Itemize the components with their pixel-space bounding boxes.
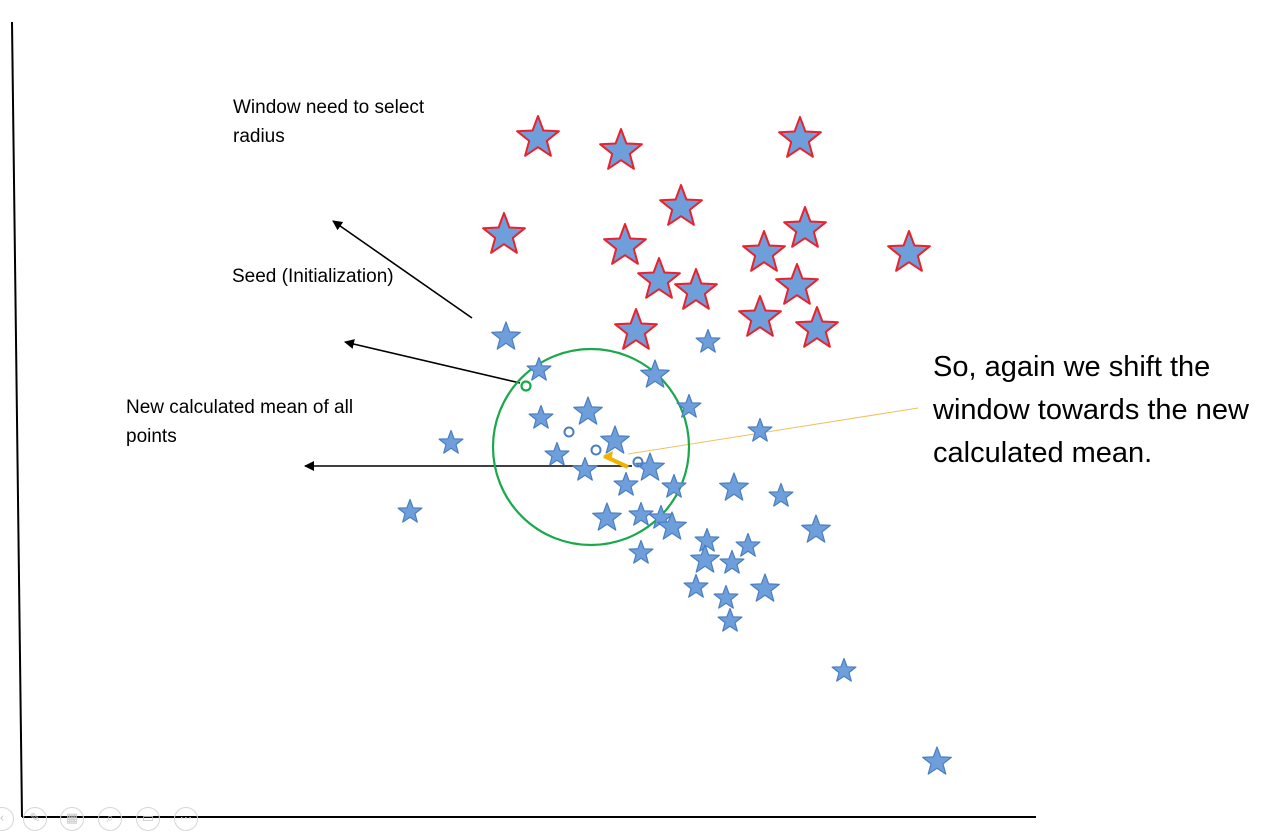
blue-star — [676, 393, 702, 418]
blue-star — [544, 441, 570, 466]
slides-icon[interactable]: ▦ — [60, 807, 84, 831]
mean-label: New calculated mean of all points — [126, 397, 354, 447]
red-star — [674, 268, 718, 310]
y-axis — [11, 21, 23, 818]
blue-star — [640, 359, 670, 388]
blue-star — [719, 549, 745, 574]
more-icon[interactable]: ⋯ — [174, 807, 198, 831]
red-star — [742, 230, 786, 272]
callout-line — [627, 407, 919, 455]
red-star — [659, 184, 703, 226]
blue-star — [801, 514, 831, 543]
seed-label: Seed (Initialization) — [232, 266, 394, 287]
blue-star — [713, 584, 739, 609]
red-star — [778, 116, 822, 158]
red-star — [783, 206, 827, 248]
blue-star — [750, 573, 780, 602]
blue-star — [397, 498, 423, 523]
blue-star — [528, 404, 554, 429]
window-label: Window need to select radius — [233, 97, 425, 147]
blue-star — [628, 539, 654, 564]
blue-star — [717, 607, 743, 632]
blue-star — [572, 456, 598, 481]
red-star-group — [482, 115, 931, 350]
red-star — [603, 223, 647, 265]
blue-star — [735, 532, 761, 557]
blue-star — [719, 472, 749, 501]
blue-star — [573, 396, 603, 425]
red-star — [482, 212, 526, 254]
blue-star — [613, 471, 639, 496]
blue-star-group — [397, 321, 952, 775]
blue-star — [695, 328, 721, 353]
blue-star — [635, 452, 665, 481]
intermediate-means — [563, 426, 644, 468]
blue-star — [600, 425, 630, 454]
red-star — [887, 230, 931, 272]
blue-star — [747, 417, 773, 442]
shift-caption: So, again we shift the window towards th… — [933, 351, 1249, 469]
blue-star — [628, 501, 654, 526]
blue-star — [657, 511, 687, 540]
shift-marker-head — [603, 451, 613, 461]
pen-icon[interactable]: ✎ — [23, 807, 47, 831]
red-star — [738, 295, 782, 337]
blue-star — [526, 356, 552, 381]
blue-star — [922, 746, 952, 775]
red-star — [516, 115, 560, 157]
seed-arrow — [344, 339, 521, 384]
subtitles-icon[interactable]: ▭ — [136, 807, 160, 831]
blue-star — [831, 657, 857, 682]
seed-point — [520, 380, 532, 392]
blue-star — [592, 502, 622, 531]
blue-star — [683, 573, 709, 598]
blue-star — [661, 473, 687, 498]
blue-star — [694, 527, 720, 552]
red-star — [637, 257, 681, 299]
mean-point — [590, 444, 602, 456]
blue-star — [690, 544, 720, 573]
blue-star — [438, 429, 464, 454]
red-star — [614, 308, 658, 350]
zoom-icon[interactable]: ⌕ — [98, 807, 122, 831]
red-star — [795, 306, 839, 348]
red-star — [775, 263, 819, 305]
window-circle — [491, 347, 691, 547]
red-star — [599, 128, 643, 170]
blue-star — [768, 482, 794, 507]
mean-point — [632, 456, 644, 468]
blue-star — [491, 321, 521, 350]
mean-point — [563, 426, 575, 438]
window-arrow — [332, 220, 473, 319]
